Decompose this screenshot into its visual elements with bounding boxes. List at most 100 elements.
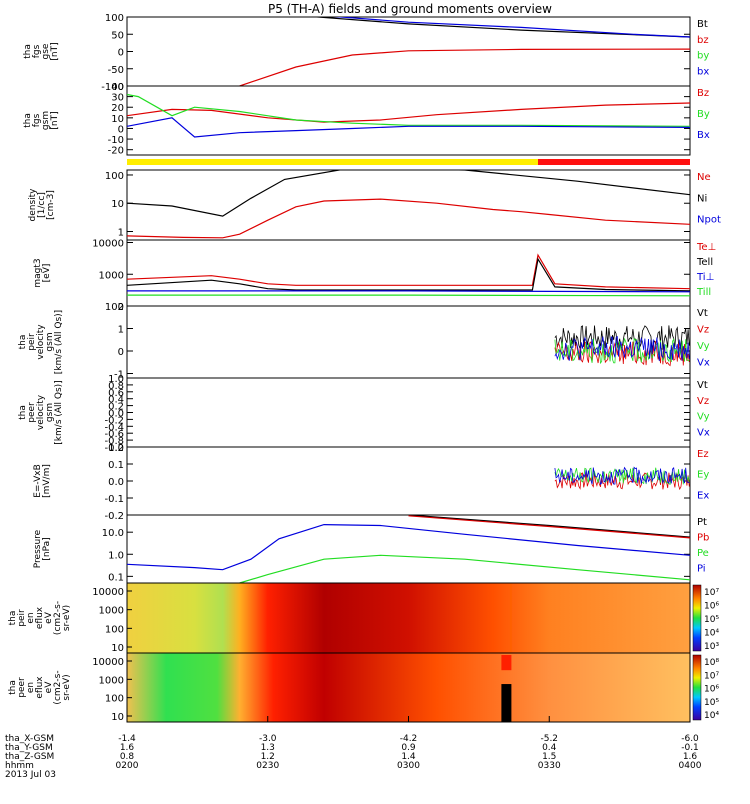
legend-e-field-Ey: Ey bbox=[697, 470, 709, 481]
ytick-density-1: 10 bbox=[111, 199, 124, 210]
ylabel-peer-spectrogram-2: en bbox=[26, 682, 36, 693]
ylabel-temperature-1: [eV] bbox=[42, 264, 52, 283]
xaxis-row-label-0: tha_X-GSM bbox=[5, 734, 54, 744]
ylabel-peir-velocity-0: tha bbox=[18, 335, 28, 350]
legend-fgs-gse-by: by bbox=[697, 51, 709, 62]
series-fgs-gse-bx bbox=[333, 17, 690, 38]
ytick-fgs-gse-2: 0 bbox=[118, 48, 124, 59]
status-bar-yellow bbox=[127, 159, 538, 165]
ytick-peer-velocity-6: -0.2 bbox=[104, 415, 124, 426]
xaxis-value-3-3: 0330 bbox=[538, 761, 561, 771]
colorbar-label-peer-spectrogram-2: 10⁶ bbox=[704, 685, 719, 695]
legend-pressure-Pi: Pi bbox=[697, 564, 706, 575]
ylabel-peir-spectrogram-5: (cm2-s- bbox=[53, 601, 63, 635]
ytick-fgs-gse-1: 50 bbox=[111, 30, 124, 41]
ylabel-peir-velocity-2: velocity bbox=[36, 324, 46, 360]
legend-peer-velocity-Vx: Vx bbox=[697, 427, 710, 438]
legend-peer-velocity-Vt: Vt bbox=[697, 380, 708, 391]
series-e-field-Ex bbox=[554, 466, 690, 486]
colorbar-label-peir-spectrogram-0: 10⁷ bbox=[704, 588, 719, 598]
colorbar-peir-spectrogram bbox=[692, 584, 702, 652]
legend-temperature-Till: Till bbox=[696, 287, 711, 298]
ytick-density-0: 100 bbox=[105, 171, 124, 182]
ylabel-peir-spectrogram-1: peir bbox=[17, 609, 27, 627]
legend-density-Npot: Npot bbox=[697, 215, 721, 226]
ylabel-fgs-gsm-0: tha bbox=[23, 113, 33, 128]
ylabel-peir-velocity-1: peir bbox=[27, 333, 37, 351]
ylabel-density-0: density bbox=[28, 188, 38, 222]
legend-e-field-Ex: Ex bbox=[697, 490, 709, 501]
ytick-e-field-0: 0.2 bbox=[108, 443, 124, 454]
legend-pressure-Pt: Pt bbox=[697, 517, 707, 528]
legend-fgs-gse-bx: bx bbox=[697, 66, 709, 77]
series-fgs-gsm-Bz bbox=[127, 102, 690, 123]
series-temperature-Ti⊥ bbox=[127, 290, 690, 293]
panel-frame-peer-velocity bbox=[126, 377, 691, 448]
xaxis-value-3-2: 0300 bbox=[397, 761, 420, 771]
ylabel-density-2: [cm-3] bbox=[46, 190, 56, 220]
xaxis-row-label-3: hhmm bbox=[5, 761, 34, 771]
series-density-Ne bbox=[127, 198, 690, 239]
ytick-peir-velocity-3: -1 bbox=[114, 370, 124, 381]
ylabel-fgs-gsm-2: gsm bbox=[41, 111, 51, 130]
ytick-peir-spectrogram-3: 10 bbox=[111, 643, 124, 654]
xaxis-value-0-1: -3.0 bbox=[259, 734, 277, 744]
series-fgs-gsm-By bbox=[127, 93, 690, 127]
ytick-peir-spectrogram-1: 1000 bbox=[99, 606, 124, 617]
panel-frame-density bbox=[126, 169, 691, 241]
ytick-peer-velocity-4: 0.2 bbox=[108, 402, 124, 413]
ytick-pressure-0: 10.0 bbox=[102, 528, 124, 539]
xaxis-value-0-4: -6.0 bbox=[681, 734, 699, 744]
ytick-e-field-4: -0.2 bbox=[104, 511, 124, 522]
legend-fgs-gse-Bt: Bt bbox=[697, 19, 708, 30]
series-peir-velocity-Vx bbox=[554, 335, 690, 362]
xaxis-value-1-3: 0.4 bbox=[542, 743, 557, 753]
ylabel-peir-spectrogram-4: eV bbox=[44, 611, 54, 624]
ylabel-peer-spectrogram-3: eflux bbox=[35, 676, 45, 699]
series-pressure-Pb bbox=[408, 515, 690, 539]
xaxis-row-label-2: tha_Z-GSM bbox=[5, 752, 54, 762]
ytick-fgs-gse-4: -100 bbox=[101, 82, 124, 93]
xaxis-value-0-3: -5.2 bbox=[540, 734, 558, 744]
colorbar-peer-spectrogram bbox=[692, 654, 702, 721]
xaxis-value-2-0: 0.8 bbox=[120, 752, 135, 762]
series-fgs-gsm-Bx bbox=[127, 117, 690, 138]
ylabel-peer-spectrogram-0: tha bbox=[8, 680, 18, 695]
spectrogram-peer-spectrogram bbox=[127, 653, 690, 722]
ytick-peer-velocity-3: 0.4 bbox=[108, 395, 124, 406]
ylabel-e-field-0: E=-VxB bbox=[33, 464, 43, 498]
xaxis-value-2-4: 1.6 bbox=[683, 752, 698, 762]
ytick-peer-spectrogram-1: 1000 bbox=[99, 675, 124, 686]
ylabel-peer-spectrogram-6: sr-eV) bbox=[62, 674, 72, 700]
ytick-fgs-gsm-4: 0 bbox=[118, 124, 124, 135]
panel-frame-fgs-gse bbox=[126, 16, 691, 87]
series-temperature-Till bbox=[127, 294, 690, 297]
colorbar-label-peir-spectrogram-1: 10⁶ bbox=[704, 602, 719, 612]
ytick-peer-velocity-1: 0.8 bbox=[108, 381, 124, 392]
ytick-fgs-gsm-6: -20 bbox=[108, 146, 124, 157]
ylabel-peir-spectrogram-0: tha bbox=[8, 611, 18, 626]
ytick-temperature-1: 1000 bbox=[99, 270, 124, 281]
xaxis-value-1-0: 1.6 bbox=[120, 743, 135, 753]
series-density-Ni bbox=[127, 170, 690, 217]
ylabel-peer-velocity-4: [km/s (All Qs)] bbox=[54, 380, 64, 444]
colorbar-label-peir-spectrogram-4: 10³ bbox=[704, 642, 719, 652]
ylabel-peer-spectrogram-4: eV bbox=[44, 681, 54, 694]
ytick-pressure-1: 1.0 bbox=[108, 550, 124, 561]
ytick-temperature-2: 100 bbox=[105, 302, 124, 313]
ylabel-peer-velocity-1: peer bbox=[27, 402, 37, 423]
figure-title: P5 (TH-A) fields and ground moments over… bbox=[268, 2, 552, 16]
ytick-e-field-3: -0.1 bbox=[104, 494, 124, 505]
ytick-e-field-1: 0.1 bbox=[108, 460, 124, 471]
status-bar-red bbox=[537, 159, 690, 165]
legend-fgs-gsm-Bx: Bx bbox=[697, 130, 710, 141]
ylabel-peer-velocity-0: tha bbox=[18, 405, 28, 420]
legend-density-Ne: Ne bbox=[697, 172, 711, 183]
xaxis-value-2-3: 1.5 bbox=[542, 752, 556, 762]
ytick-peer-spectrogram-2: 100 bbox=[105, 694, 124, 705]
ytick-fgs-gsm-1: 30 bbox=[111, 93, 124, 104]
ytick-peir-velocity-1: 1 bbox=[118, 325, 124, 336]
xaxis-value-0-0: -1.4 bbox=[118, 734, 136, 744]
ylabel-peer-velocity-2: velocity bbox=[36, 394, 46, 430]
